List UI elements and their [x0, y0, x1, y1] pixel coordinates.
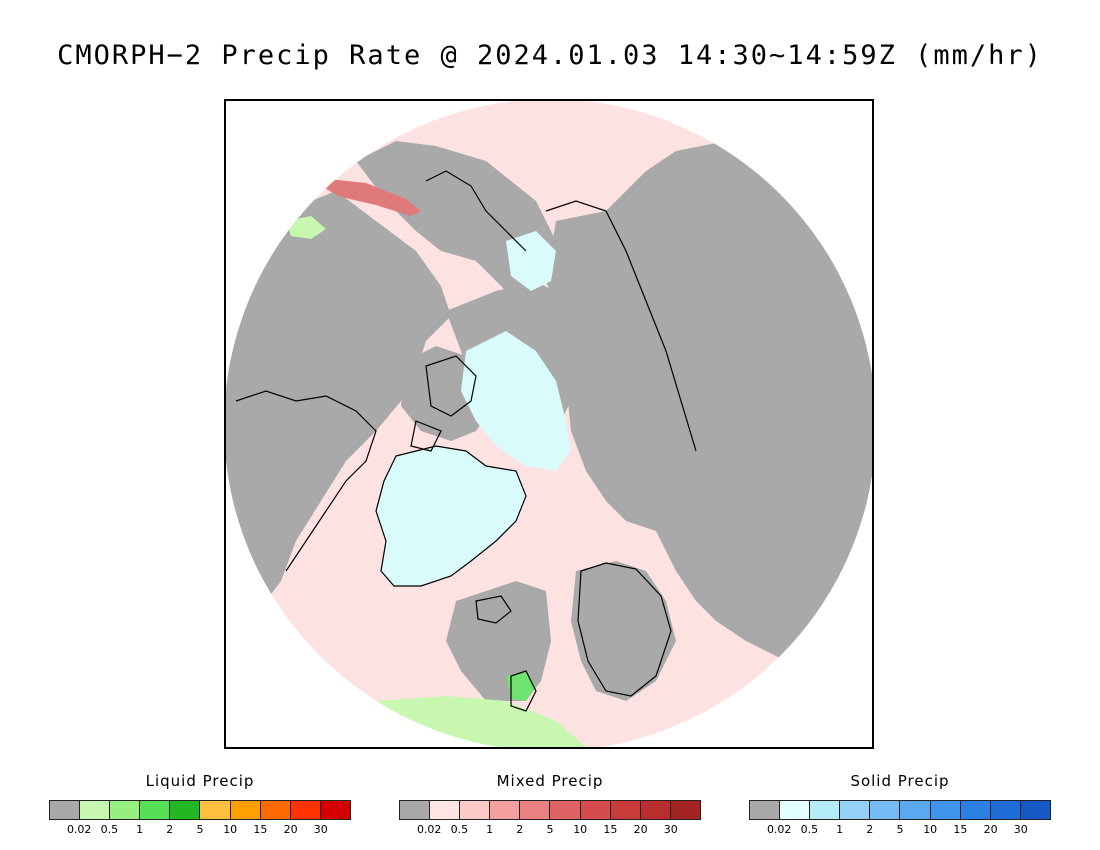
legend-tick-label: 20	[283, 823, 298, 836]
legend-tick-label: 0.5	[100, 823, 119, 836]
scandinavia-landmass	[571, 561, 676, 701]
legend-tick-label: 10	[573, 823, 588, 836]
map-disk	[226, 101, 872, 747]
legend-swatch	[840, 801, 871, 819]
legend-tick-label: 1	[136, 823, 144, 836]
legend-swatch	[960, 801, 991, 819]
legend-swatch	[580, 801, 611, 819]
siberian-coast-snow-area	[506, 231, 556, 291]
chart-title: CMORPH−2 Precip Rate @ 2024.01.03 14:30~…	[57, 40, 1043, 71]
legend-swatch	[320, 801, 350, 819]
alaska-coastline	[425, 170, 527, 252]
legend-title: Mixed Precip	[496, 772, 604, 790]
bering-sea-mixed-band	[326, 179, 421, 216]
legend-swatches	[49, 800, 351, 820]
legend-swatch	[490, 801, 521, 819]
north-america-landmass	[226, 191, 451, 621]
central-arctic-snow-area	[461, 331, 571, 471]
legend-swatch	[230, 801, 261, 819]
legend-swatch	[810, 801, 841, 819]
polar-map	[224, 99, 874, 749]
legend-tick-label: 0.02	[66, 823, 92, 836]
legend-tick-label: 15	[253, 823, 268, 836]
legend-swatch	[640, 801, 671, 819]
legend-tick-label: 1	[836, 823, 844, 836]
legend-ticks: 0.02 0.5 1 2 5 10 15 20 30	[399, 823, 701, 837]
legend-tick-label: 15	[603, 823, 618, 836]
legend-tick-label: 15	[953, 823, 968, 836]
legend-solid-precip: Solid Precip 0.02 0.5 1 2 5 10 15 20 30	[749, 772, 1051, 837]
legend-tick-label: 0.02	[416, 823, 442, 836]
legend-tick-label: 20	[633, 823, 648, 836]
legend-swatch	[400, 801, 431, 819]
legend-swatch	[110, 801, 141, 819]
legend-swatch	[550, 801, 581, 819]
legend-swatch	[290, 801, 321, 819]
legend-tick-label: 1	[486, 823, 494, 836]
legend-swatch	[260, 801, 291, 819]
legend-tick-label: 2	[516, 823, 524, 836]
legend-swatch	[900, 801, 931, 819]
legend-ticks: 0.02 0.5 1 2 5 10 15 20 30	[49, 823, 351, 837]
legend-mixed-precip: Mixed Precip 0.02 0.5 1 2 5 10 15 20 30	[399, 772, 701, 837]
legend-tick-label: 0.5	[450, 823, 469, 836]
legend-tick-label: 0.5	[800, 823, 819, 836]
greenland-snow-area	[376, 446, 526, 586]
scandinavia-coastline	[577, 562, 672, 697]
legend-swatches	[399, 800, 701, 820]
british-isles-liquid-patch	[506, 671, 536, 701]
legend-tick-label: 10	[923, 823, 938, 836]
pacific-liquid-area	[286, 216, 326, 239]
legend-tick-label: 2	[166, 823, 174, 836]
legend-tick-label: 20	[983, 823, 998, 836]
legend-swatches	[749, 800, 1051, 820]
legend-ticks: 0.02 0.5 1 2 5 10 15 20 30	[749, 823, 1051, 837]
legend-swatch	[200, 801, 231, 819]
legend-swatch	[430, 801, 461, 819]
legend-swatch	[610, 801, 641, 819]
legend-tick-label: 5	[546, 823, 554, 836]
legend-swatch	[990, 801, 1021, 819]
british-isles-coastline	[510, 670, 537, 712]
legend-tick-label: 0.02	[766, 823, 792, 836]
legend-tick-label: 2	[866, 823, 874, 836]
legend-swatch	[520, 801, 551, 819]
legend-swatch	[460, 801, 491, 819]
alaska-siberia-landmass	[356, 141, 556, 301]
legend-title: Solid Precip	[850, 772, 950, 790]
legend-swatch	[80, 801, 111, 819]
legend-swatch	[670, 801, 700, 819]
legend-swatch	[870, 801, 901, 819]
legend-tick-label: 5	[896, 823, 904, 836]
legend-tick-label: 5	[196, 823, 204, 836]
legend-swatch	[930, 801, 961, 819]
canadian-islands-coastline	[410, 355, 477, 452]
legend-swatch	[140, 801, 171, 819]
legend-liquid-precip: Liquid Precip 0.02 0.5 1 2 5 10 15 20 30	[49, 772, 351, 837]
legend-tick-label: 10	[223, 823, 238, 836]
polar-map-canvas	[226, 101, 872, 747]
legend-tick-label: 30	[313, 823, 328, 836]
legend-tick-label: 30	[663, 823, 678, 836]
legend-title: Liquid Precip	[145, 772, 255, 790]
eurasia-landmass	[546, 141, 872, 701]
legend-swatch	[750, 801, 781, 819]
legend-swatch	[780, 801, 811, 819]
iceland-coastline	[475, 595, 512, 624]
legend-swatch	[50, 801, 81, 819]
legend-tick-label: 30	[1013, 823, 1028, 836]
north-america-coastline	[235, 390, 377, 572]
greenland-coastline	[375, 445, 527, 587]
legend-swatch	[1020, 801, 1050, 819]
siberia-coastline	[545, 200, 697, 452]
legend-swatch	[170, 801, 201, 819]
